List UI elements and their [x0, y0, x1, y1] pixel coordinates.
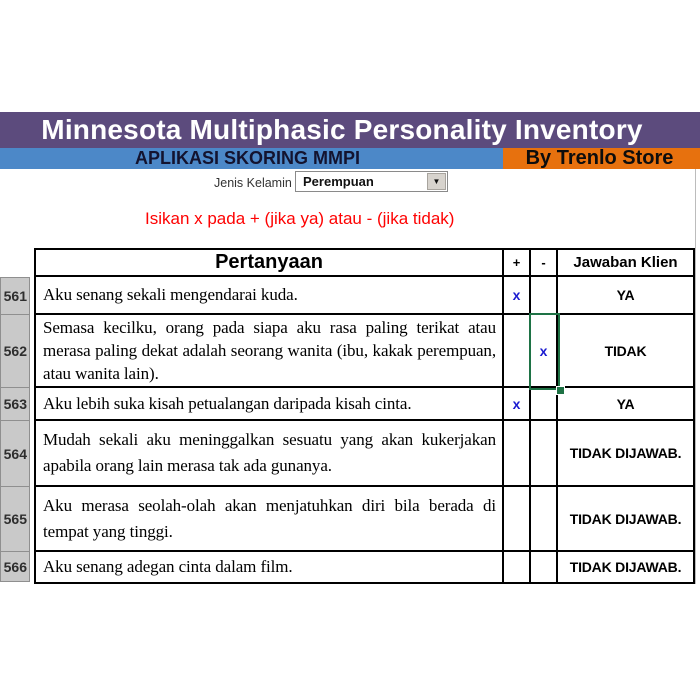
column-edge-line — [695, 169, 696, 584]
question-line: apabila orang lain merasa tak ada gunany… — [43, 456, 332, 475]
dropdown-button[interactable]: ▼ — [427, 173, 446, 190]
excel-row-header-566[interactable]: 566 — [0, 552, 30, 582]
question-line: merasa paling dekat adalah seorang wanit… — [43, 341, 496, 360]
x-mark: x — [512, 287, 521, 303]
excel-row-header-563[interactable]: 563 — [0, 388, 30, 421]
answer-cell: TIDAK DIJAWAB. — [558, 487, 693, 550]
minus-mark-cell-562[interactable]: x — [531, 315, 558, 386]
question-table: Pertanyaan + - Jawaban Klien Aku senang … — [34, 248, 695, 584]
question-line: atau wanita lain). — [43, 364, 159, 383]
answer-cell: TIDAK DIJAWAB. — [558, 421, 693, 485]
answer-value: YA — [616, 395, 635, 412]
question-line: Aku senang sekali mengendarai kuda. — [43, 285, 298, 304]
question-line: Aku senang adegan cinta dalam film. — [43, 557, 293, 576]
answer-value: TIDAK DIJAWAB. — [569, 445, 682, 461]
answer-value: YA — [616, 287, 635, 303]
instruction-text: Isikan x pada + (jika ya) atau - (jika t… — [145, 209, 455, 228]
gender-label: Jenis Kelamin — [214, 176, 292, 190]
table-row: Semasa kecilku, orang pada siapa aku ras… — [36, 315, 693, 388]
minus-mark-cell-565[interactable] — [531, 487, 558, 550]
plus-mark-cell-561[interactable]: x — [504, 277, 531, 313]
answer-cell: YA — [558, 388, 693, 419]
plus-mark-cell-566[interactable] — [504, 552, 531, 582]
plus-mark-cell-563[interactable]: x — [504, 388, 531, 419]
header-question: Pertanyaan — [36, 250, 504, 275]
subtitle-banner: APLIKASI SKORING MMPI — [0, 148, 503, 169]
answer-cell: TIDAK — [558, 315, 693, 386]
question-cell: Aku merasa seolah-olah akan menjatuhkan … — [36, 487, 504, 550]
fill-handle[interactable] — [556, 386, 565, 395]
minus-mark-cell-561[interactable] — [531, 277, 558, 313]
answer-cell: YA — [558, 277, 693, 313]
store-banner: By Trenlo Store — [503, 147, 700, 169]
table-row: Mudah sekali aku meninggalkan sesuatu ya… — [36, 421, 693, 487]
question-cell: Aku senang sekali mengendarai kuda. — [36, 277, 504, 313]
x-mark: x — [539, 342, 548, 359]
excel-row-header-565[interactable]: 565 — [0, 487, 30, 552]
plus-mark-cell-562[interactable] — [504, 315, 531, 386]
page-title: Minnesota Multiphasic Personality Invent… — [41, 114, 643, 145]
store-badge: By Trenlo Store — [525, 147, 674, 169]
header-answer: Jawaban Klien — [573, 254, 678, 271]
question-cell: Semasa kecilku, orang pada siapa aku ras… — [36, 315, 504, 386]
answer-cell: TIDAK DIJAWAB. — [558, 552, 693, 582]
title-banner: Minnesota Multiphasic Personality Invent… — [0, 112, 700, 148]
header-minus: - — [531, 250, 558, 275]
row-headers: 561 562 563 564 565 566 — [0, 277, 30, 582]
gender-dropdown[interactable]: Perempuan ▼ — [295, 171, 448, 192]
chevron-down-icon: ▼ — [432, 176, 441, 186]
answer-value: TIDAK — [604, 342, 647, 359]
table-row: Aku senang adegan cinta dalam film. TIDAK… — [36, 552, 693, 582]
question-cell: Aku lebih suka kisah petualangan daripad… — [36, 388, 504, 419]
question-cell: Aku senang adegan cinta dalam film. — [36, 552, 504, 582]
minus-mark-cell-564[interactable] — [531, 421, 558, 485]
question-cell: Mudah sekali aku meninggalkan sesuatu ya… — [36, 421, 504, 485]
plus-mark-cell-564[interactable] — [504, 421, 531, 485]
answer-value: TIDAK DIJAWAB. — [569, 510, 682, 527]
question-line: Semasa kecilku, orang pada siapa aku ras… — [43, 318, 496, 337]
x-mark: x — [512, 395, 521, 412]
table-row: Aku lebih suka kisah petualangan daripad… — [36, 388, 693, 421]
excel-row-header-562[interactable]: 562 — [0, 315, 30, 388]
answer-value: TIDAK DIJAWAB. — [569, 559, 682, 575]
excel-row-header-561[interactable]: 561 — [0, 277, 30, 315]
table-row: Aku senang sekali mengendarai kuda. x YA — [36, 277, 693, 315]
plus-mark-cell-565[interactable] — [504, 487, 531, 550]
question-line: tempat yang tinggi. — [43, 521, 173, 541]
table-body: Aku senang sekali mengendarai kuda. x YA Se… — [36, 277, 693, 582]
minus-mark-cell-566[interactable] — [531, 552, 558, 582]
question-line: Aku lebih suka kisah petualangan daripad… — [43, 393, 412, 413]
table-header-row: Pertanyaan + - Jawaban Klien — [36, 250, 693, 277]
app-subtitle: APLIKASI SKORING MMPI — [134, 148, 360, 168]
header-plus: + — [504, 250, 531, 275]
excel-row-header-564[interactable]: 564 — [0, 421, 30, 487]
question-line: Mudah sekali aku meninggalkan sesuatu ya… — [43, 430, 496, 449]
minus-mark-cell-563[interactable] — [531, 388, 558, 419]
question-line: Aku merasa seolah-olah akan menjatuhkan … — [43, 495, 496, 515]
table-row: Aku merasa seolah-olah akan menjatuhkan … — [36, 487, 693, 552]
gender-value: Perempuan — [303, 174, 374, 189]
